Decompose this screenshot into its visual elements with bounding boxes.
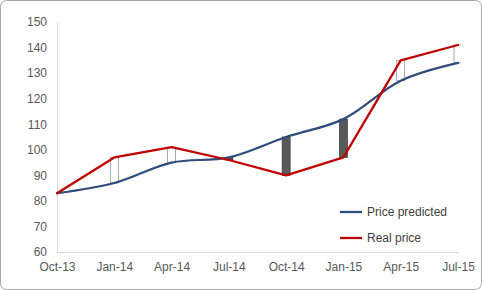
legend-swatch bbox=[340, 237, 362, 239]
x-tick-label: Jul-14 bbox=[213, 260, 246, 274]
y-axis: 60 70 80 90 100 110 120 130 140 150 bbox=[27, 15, 58, 259]
y-tick-label: 130 bbox=[27, 66, 47, 80]
x-tick-label: Jan-14 bbox=[96, 260, 133, 274]
y-tick-label: 150 bbox=[27, 15, 47, 29]
y-tick-label: 60 bbox=[34, 245, 48, 259]
up-bar bbox=[454, 45, 461, 63]
series-line bbox=[57, 63, 458, 193]
y-axis-line bbox=[57, 23, 58, 253]
y-tick: 70 bbox=[34, 220, 57, 234]
plot-area bbox=[57, 45, 461, 193]
up-bar bbox=[168, 147, 176, 162]
x-tick: Jul-15 bbox=[442, 252, 475, 274]
y-tick: 130 bbox=[27, 66, 57, 80]
x-tick-label: Oct-14 bbox=[269, 260, 305, 274]
legend-swatch bbox=[340, 211, 362, 213]
x-tick: Jan-15 bbox=[326, 252, 363, 274]
legend: Price predicted Real price bbox=[340, 205, 447, 245]
x-tick-label: Jan-15 bbox=[326, 260, 363, 274]
y-tick: 60 bbox=[34, 245, 57, 259]
y-tick: 100 bbox=[27, 143, 57, 157]
y-tick-label: 110 bbox=[28, 118, 47, 132]
x-tick-label: Jul-15 bbox=[442, 260, 475, 274]
y-tick-label: 80 bbox=[34, 194, 48, 208]
x-tick: Apr-14 bbox=[154, 252, 190, 274]
x-tick: Jul-14 bbox=[213, 252, 246, 274]
x-axis: Oct-13 Jan-14 Apr-14 Jul-14 Oct-14 Jan-15 Apr-… bbox=[39, 252, 475, 274]
chart-border bbox=[1, 1, 482, 290]
x-tick: Oct-14 bbox=[269, 252, 305, 274]
chart: 60 70 80 90 100 110 120 130 140 150 Oct-13 Jan-14 Ap… bbox=[0, 0, 482, 290]
y-tick: 140 bbox=[27, 41, 57, 55]
x-axis-line bbox=[58, 252, 459, 253]
series-line bbox=[57, 45, 458, 193]
y-tick-label: 120 bbox=[27, 92, 47, 106]
x-tick: Oct-13 bbox=[39, 252, 75, 274]
x-tick-label: Apr-15 bbox=[383, 260, 419, 274]
y-tick: 150 bbox=[27, 15, 57, 29]
y-tick-label: 140 bbox=[27, 41, 47, 55]
y-tick: 80 bbox=[34, 194, 57, 208]
y-tick-label: 70 bbox=[34, 220, 48, 234]
x-tick-label: Apr-14 bbox=[154, 260, 190, 274]
up-bar bbox=[110, 157, 118, 183]
down-bar bbox=[282, 137, 290, 175]
x-tick: Jan-14 bbox=[96, 252, 133, 274]
x-tick-label: Oct-13 bbox=[39, 260, 75, 274]
y-tick: 110 bbox=[28, 118, 57, 132]
y-tick-label: 90 bbox=[34, 169, 48, 183]
legend-label: Real price bbox=[367, 231, 421, 245]
y-tick-label: 100 bbox=[27, 143, 47, 157]
y-tick: 90 bbox=[34, 169, 57, 183]
legend-label: Price predicted bbox=[367, 205, 447, 219]
y-tick: 120 bbox=[27, 92, 57, 106]
x-tick: Apr-15 bbox=[383, 252, 419, 274]
